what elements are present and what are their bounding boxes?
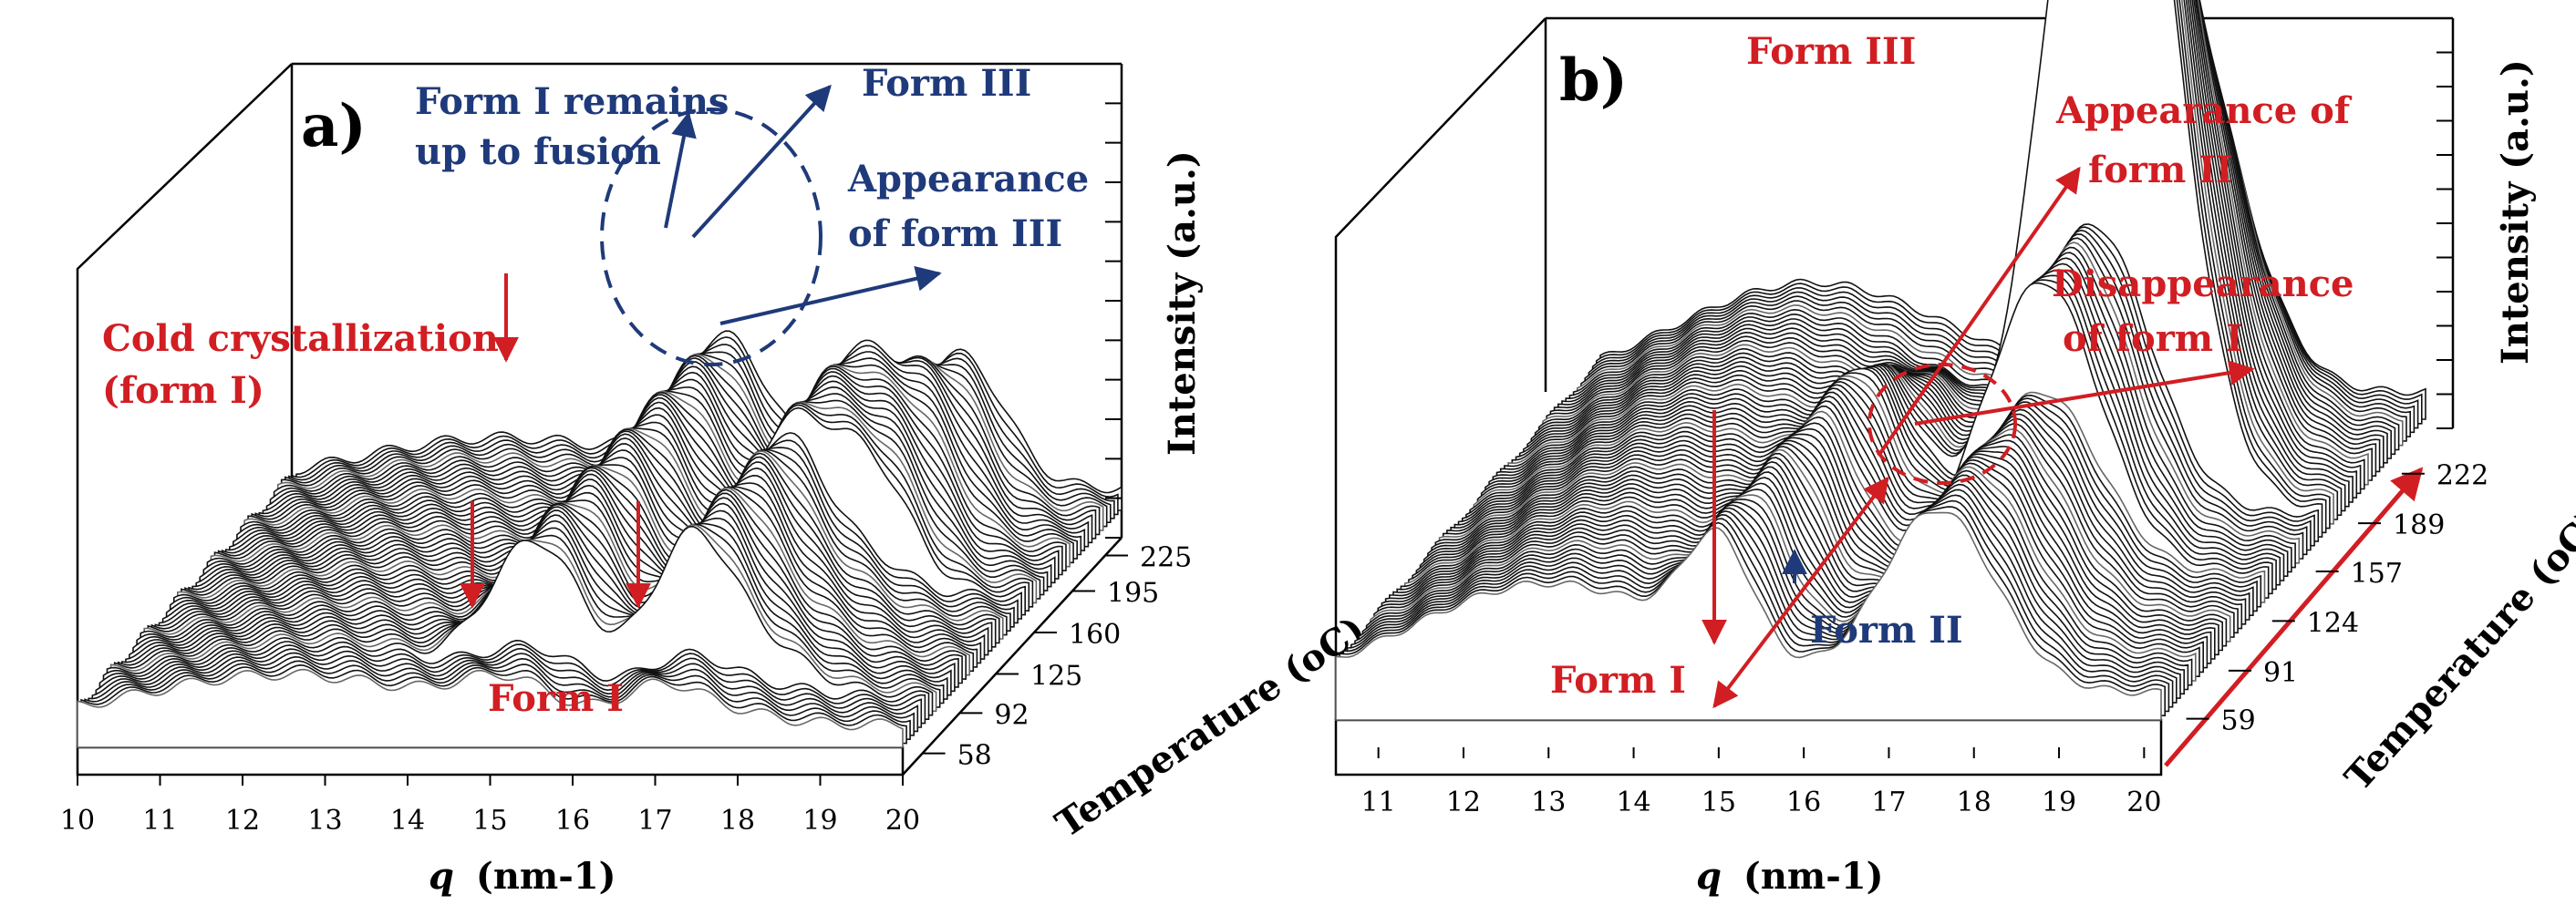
- panel-b-ann-appearance-of: Appearance of: [2055, 89, 2353, 132]
- panel-a-label: a): [301, 92, 367, 160]
- panel-b-box-frame: [1334, 16, 2455, 776]
- panel-a-depth-axis: [902, 537, 1122, 776]
- panel-a-highlight-circle: [600, 108, 822, 366]
- x-tick-label: 16: [1786, 787, 1821, 818]
- panel-b-ann-of-form-i: of form I: [2063, 317, 2243, 360]
- x-tick-label: 11: [142, 805, 177, 837]
- waterfall-trace: [77, 668, 904, 748]
- x-tick-label: 18: [720, 805, 755, 837]
- panel-a-z-ticks: [1105, 63, 1122, 539]
- x-tick-label: 19: [802, 805, 837, 837]
- x-tick-label: 14: [390, 805, 425, 837]
- temperature-tick-label: 222: [2436, 460, 2488, 492]
- panel-a-arrow-appearance-form-iii: [719, 265, 942, 325]
- x-tick-label: 15: [472, 805, 507, 837]
- x-tick-label: 13: [307, 805, 342, 837]
- panel-a-annotations: Form I remains up to fusion Form III App…: [102, 62, 1089, 720]
- panel-a-x-ticks: 10 11 12 13 14 15 16 17 18 19 20: [60, 775, 920, 837]
- panel-b-arrow-form-ii-appearance: [1877, 166, 2081, 458]
- panel-a-x-axis-label: q (nm-1): [429, 855, 616, 898]
- x-tick-label: 14: [1616, 787, 1650, 818]
- temperature-tick-label: 124: [2307, 607, 2359, 639]
- panel-b-ann-form-iii: Form III: [1746, 30, 1916, 73]
- panel-b-label: b): [1559, 46, 1628, 115]
- panel-b-annotations: Form III Appearance of form II Disappear…: [1550, 30, 2354, 709]
- x-tick-label: 17: [1871, 787, 1906, 818]
- panel-a-ann-form-i-paren: (form I): [102, 369, 264, 412]
- panel-a-ann-cold-cryst: Cold crystallization: [102, 317, 499, 360]
- panel-a-arrow-form-iii: [691, 84, 832, 239]
- panel-a-ann-form-i-remains: Form I remains: [415, 80, 729, 123]
- x-tick-label: 12: [1446, 787, 1481, 818]
- panel-b-arrow-form-i-double: [1712, 476, 1889, 709]
- panel-a-left-wall: [76, 63, 293, 747]
- temperature-tick-label: 125: [1030, 661, 1082, 693]
- x-tick-label: 16: [555, 805, 590, 837]
- panel-b-z-axis-label: Intensity (a.u.): [2494, 59, 2537, 365]
- panel-b-depth-axis-red: [2164, 467, 2424, 767]
- panel-a-z-axis-label: Intensity (a.u.): [1161, 150, 1204, 456]
- x-tick-label: 17: [637, 805, 672, 837]
- panel-b-ann-form-ii-blue: Form II: [1810, 609, 1963, 652]
- temperature-tick-label: 59: [2221, 705, 2256, 737]
- panel-a-arrow-form-i-remains: [664, 111, 697, 229]
- panel-a-x-var: q: [429, 855, 454, 898]
- panel-b-base-slab: [1334, 718, 2163, 776]
- x-tick-label: 18: [1957, 787, 1991, 818]
- temperature-tick-label: 58: [957, 740, 992, 772]
- panel-a-ann-of-form-iii: of form III: [848, 212, 1062, 255]
- panel-a-x-unit: (nm-1): [476, 855, 616, 898]
- temperature-tick-label: 195: [1107, 578, 1159, 610]
- panel-a-base-slab: [76, 746, 905, 776]
- x-tick-label: 20: [2126, 787, 2161, 818]
- panel-a-curves: [77, 330, 1122, 748]
- temperature-tick-label: 160: [1069, 619, 1121, 651]
- temperature-tick-label: 189: [2393, 509, 2445, 541]
- panel-b-x-unit: (nm-1): [1743, 855, 1884, 898]
- temperature-tick-label: 91: [2263, 657, 2298, 689]
- panel-b-ann-form-ii: form II: [2088, 149, 2233, 191]
- panel-b-ann-form-i: Form I: [1550, 659, 1686, 702]
- temperature-tick-label: 92: [994, 699, 1029, 731]
- x-tick-label: 15: [1702, 787, 1736, 818]
- x-tick-label: 11: [1361, 787, 1396, 818]
- temperature-tick-label: 157: [2351, 558, 2403, 590]
- panel-b-z-ticks: [2436, 17, 2453, 429]
- panel-a: 10 11 12 13 14 15 16 17 18 19 20 5892125160195225 …: [60, 62, 1372, 898]
- panel-a-ann-form-iii: Form III: [862, 62, 1031, 105]
- panel-b-x-ticks: 11 12 13 14 15 16 17 18 19 20: [1361, 747, 2161, 818]
- x-tick-label: 20: [885, 805, 920, 837]
- x-tick-label: 19: [2042, 787, 2076, 818]
- panel-a-ann-up-to-fusion: up to fusion: [415, 130, 661, 173]
- panel-b-y-axis-label: Temperature (oC): [2337, 501, 2576, 799]
- panel-a-box-frame: [76, 62, 1123, 776]
- panel-b-left-wall: [1334, 17, 1547, 720]
- panel-b-x-axis-label: q (nm-1): [1696, 855, 1884, 898]
- x-tick-label: 10: [60, 805, 95, 837]
- panel-b-x-var: q: [1696, 855, 1722, 898]
- panel-b-arrow-form-i-disappearance: [1914, 360, 2255, 426]
- x-tick-label: 12: [225, 805, 260, 837]
- x-tick-label: 13: [1531, 787, 1566, 818]
- panel-a-ann-form-i: Form I: [488, 677, 624, 720]
- temperature-tick-label: 225: [1140, 542, 1192, 574]
- panel-a-ann-appearance: Appearance: [847, 158, 1089, 201]
- panel-b-ann-disappearance: Disappearance: [2052, 262, 2354, 305]
